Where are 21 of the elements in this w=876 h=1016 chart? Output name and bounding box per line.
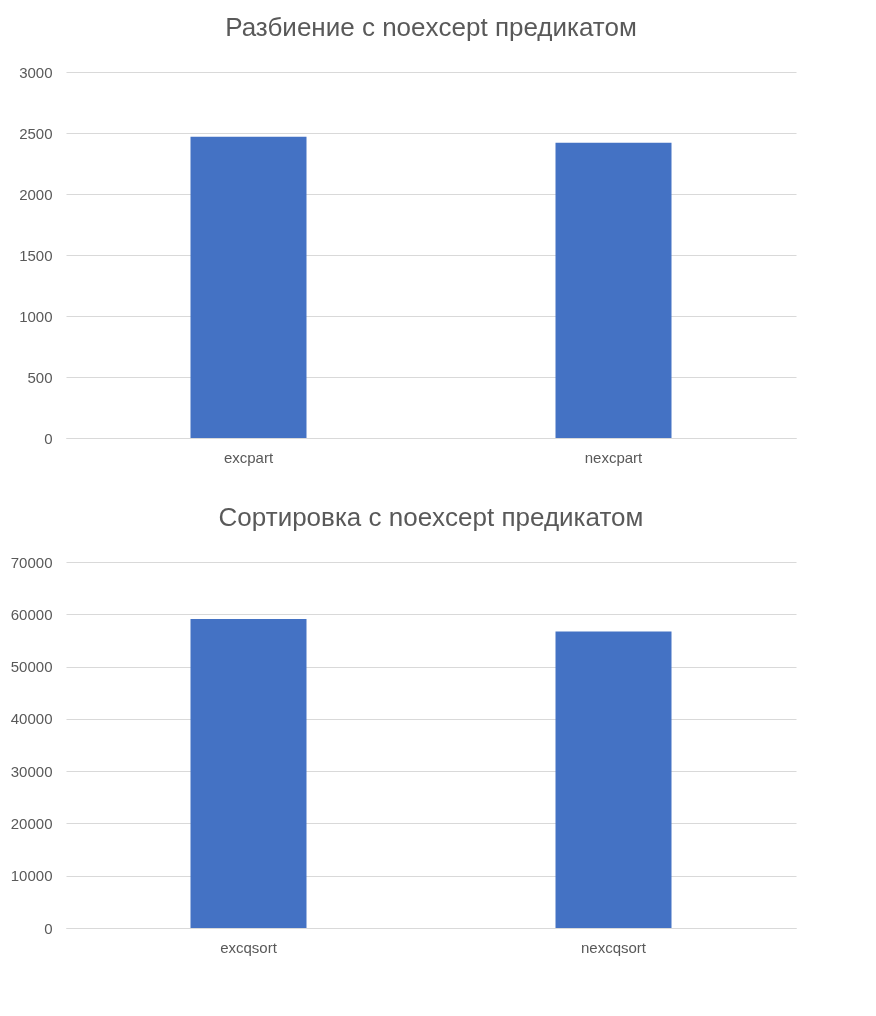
chart-title: Сортировка с noexcept предикатом: [218, 502, 644, 532]
y-tick-label: 50000: [10, 658, 53, 676]
x-tick-label: excpart: [223, 448, 274, 466]
y-tick-label: 2000: [19, 185, 53, 203]
y-tick-label: 20000: [10, 814, 53, 832]
y-tick-label: 1000: [19, 307, 53, 325]
y-tick-label: 0: [44, 429, 53, 447]
y-tick-label: 3000: [19, 63, 53, 81]
y-tick-label: 70000: [10, 553, 53, 571]
x-tick-label: nexcpart: [584, 448, 644, 466]
y-tick-label: 30000: [10, 762, 53, 780]
x-tick-label: excqsort: [220, 938, 278, 956]
y-tick-label: 0: [44, 919, 53, 937]
x-tick-label: nexcqsort: [580, 938, 647, 956]
y-tick-label: 1500: [19, 246, 53, 264]
y-tick-label: 2500: [19, 124, 53, 142]
y-tick-label: 60000: [10, 605, 53, 623]
y-tick-label: 500: [27, 368, 53, 386]
chart-title: Разбиение с noexcept предикатом: [225, 12, 637, 42]
y-tick-label: 40000: [10, 710, 53, 728]
y-tick-label: 10000: [10, 867, 53, 885]
